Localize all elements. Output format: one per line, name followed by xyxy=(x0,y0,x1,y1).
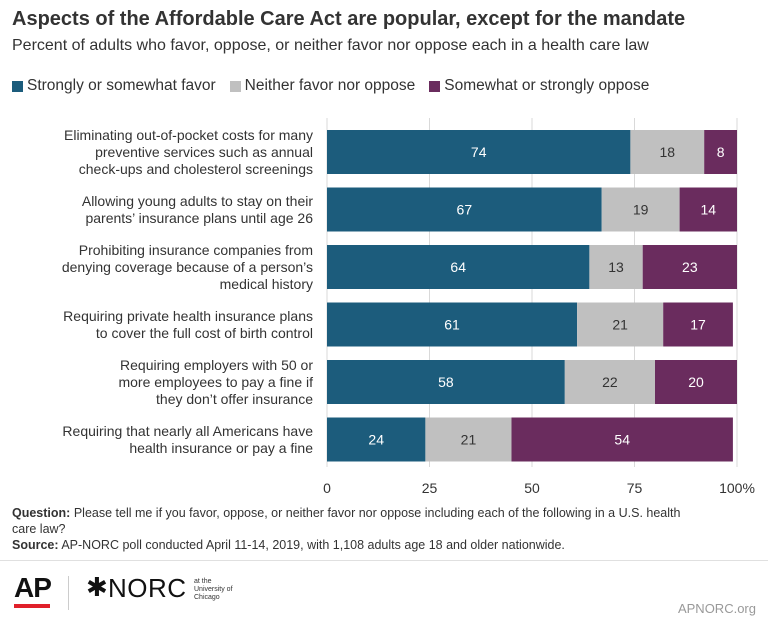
data-label: 19 xyxy=(633,202,649,218)
source-text: AP-NORC poll conducted April 11-14, 2019… xyxy=(61,538,565,552)
ap-logo-underline xyxy=(14,604,50,608)
category-label: more employees to pay a fine if xyxy=(118,374,313,390)
data-label: 67 xyxy=(457,202,473,218)
data-label: 23 xyxy=(682,259,698,275)
bar-segment xyxy=(589,245,643,289)
data-label: 58 xyxy=(438,374,454,390)
x-tick-label: 75 xyxy=(627,480,643,496)
bar-segment xyxy=(577,302,664,347)
category-label: Requiring private health insurance plans xyxy=(63,308,313,324)
question-label: Question: xyxy=(12,506,71,520)
ap-logo: AP xyxy=(14,572,52,603)
category-label: denying coverage because of a person’s xyxy=(62,259,313,275)
data-label: 21 xyxy=(461,432,477,448)
data-label: 14 xyxy=(701,202,717,218)
bar-segment xyxy=(655,360,737,404)
legend-label-neither: Neither favor nor oppose xyxy=(244,77,416,94)
logo-separator xyxy=(68,576,69,610)
norc-star-icon: ✱ xyxy=(86,572,108,602)
footnote: Question: Please tell me if you favor, o… xyxy=(12,505,702,553)
chart-subtitle: Percent of adults who favor, oppose, or … xyxy=(12,37,649,54)
source-label: Source: xyxy=(12,538,59,552)
x-tick-label: 25 xyxy=(422,480,438,496)
category-label: preventive services such as annual xyxy=(95,144,313,160)
source-note: Source: AP-NORC poll conducted April 11-… xyxy=(12,537,702,553)
data-label: 22 xyxy=(602,374,618,390)
question-note: Question: Please tell me if you favor, o… xyxy=(12,505,702,537)
bar-segment xyxy=(327,245,590,289)
data-label: 17 xyxy=(690,317,706,333)
bar-segment xyxy=(327,302,578,347)
category-label: Requiring employers with 50 or xyxy=(120,357,313,373)
category-label: to cover the full cost of birth control xyxy=(96,325,313,341)
bar-segment xyxy=(327,187,602,232)
category-label: check-ups and cholesterol screenings xyxy=(79,161,313,177)
footer-divider xyxy=(0,560,768,561)
x-tick-label: 0 xyxy=(323,480,331,496)
brand-url: APNORC.org xyxy=(677,601,756,616)
bar-segment xyxy=(704,130,737,174)
data-label: 8 xyxy=(717,144,725,160)
legend-swatch-neither xyxy=(229,80,241,92)
data-label: 21 xyxy=(612,317,628,333)
legend-item-oppose: Somewhat or strongly oppose xyxy=(429,77,649,95)
legend-swatch-oppose xyxy=(429,80,441,92)
bar-segment xyxy=(425,417,512,462)
bar-segment xyxy=(601,187,680,232)
bar-segment xyxy=(679,187,737,232)
legend-label-favor: Strongly or somewhat favor xyxy=(27,77,216,94)
category-label: health insurance or pay a fine xyxy=(129,440,313,456)
category-label: parents’ insurance plans until age 26 xyxy=(85,210,313,226)
chart-title: Aspects of the Affordable Care Act are p… xyxy=(12,8,686,30)
data-label: 18 xyxy=(660,144,676,160)
bar-segment xyxy=(663,302,733,347)
data-label: 61 xyxy=(444,317,460,333)
bar-segment xyxy=(327,360,565,404)
category-label: Prohibiting insurance companies from xyxy=(79,242,313,258)
data-label: 13 xyxy=(608,259,624,275)
question-text: Please tell me if you favor, oppose, or … xyxy=(12,506,681,536)
category-label: medical history xyxy=(220,276,313,292)
legend-item-neither: Neither favor nor oppose xyxy=(229,77,416,95)
norc-logo: NORC xyxy=(108,573,187,603)
category-label: Eliminating out-of-pocket costs for many xyxy=(64,127,313,143)
bar-segment xyxy=(642,245,737,289)
category-label: Requiring that nearly all Americans have xyxy=(62,423,313,439)
data-label: 74 xyxy=(471,144,487,160)
data-label: 20 xyxy=(688,374,704,390)
legend-item-favor: Strongly or somewhat favor xyxy=(12,77,216,95)
category-label: Allowing young adults to stay on their xyxy=(82,193,313,209)
x-tick-label: 100% xyxy=(719,480,755,496)
x-tick-label: 50 xyxy=(524,480,540,496)
data-label: 54 xyxy=(614,432,630,448)
norc-logo-subtext: at the University of Chicago xyxy=(194,578,233,601)
category-label: they don’t offer insurance xyxy=(156,391,313,407)
bar-segment xyxy=(327,130,631,174)
bar-segment xyxy=(630,130,705,174)
bar-segment xyxy=(327,417,426,462)
stacked-bar-chart: 0 25 50 75 100% Eliminating out-of-pocket cos… xyxy=(62,118,755,496)
data-label: 64 xyxy=(450,259,466,275)
legend-label-oppose: Somewhat or strongly oppose xyxy=(444,77,650,94)
bar-segment xyxy=(511,417,733,462)
legend: Strongly or somewhat favor Neither favor… xyxy=(12,76,663,96)
legend-swatch-favor xyxy=(12,80,23,92)
data-label: 24 xyxy=(368,432,384,448)
bar-segment xyxy=(564,360,655,404)
